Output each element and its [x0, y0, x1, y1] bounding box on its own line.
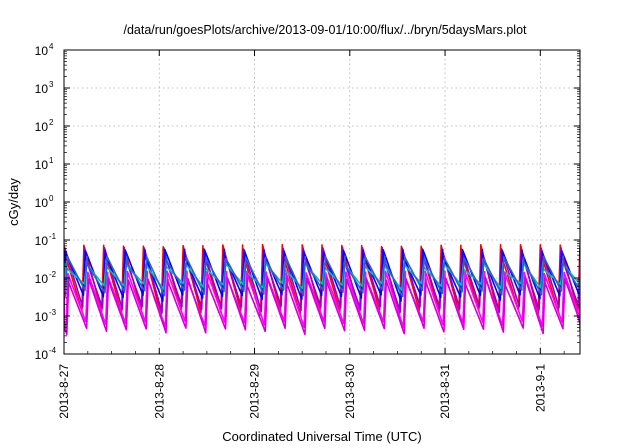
- y-tick-label: 10: [35, 82, 49, 96]
- y-tick-exponent: -1: [49, 232, 57, 241]
- chart-title: /data/run/goesPlots/archive/2013-09-01/1…: [123, 23, 527, 37]
- x-tick-label: 2013-9-1: [533, 364, 547, 412]
- x-tick-label: 2013-8-31: [438, 364, 452, 419]
- series-group: [64, 243, 580, 336]
- series-line: [64, 247, 580, 314]
- series-line: [64, 243, 580, 318]
- y-tick-exponent: 1: [49, 156, 54, 165]
- y-tick-label: 10: [35, 348, 49, 362]
- y-tick-label: 10: [35, 310, 49, 324]
- series-line: [64, 277, 580, 336]
- x-tick-label: 2013-8-29: [248, 364, 262, 419]
- y-tick-label: 10: [35, 234, 49, 248]
- series-line: [64, 270, 580, 329]
- y-tick-exponent: 0: [49, 194, 54, 203]
- y-tick-label: 10: [35, 272, 49, 286]
- y-tick-label: 10: [35, 44, 49, 58]
- series-line: [64, 255, 580, 298]
- y-tick-exponent: 2: [49, 118, 54, 127]
- y-tick-exponent: 4: [49, 42, 54, 51]
- x-axis-label: Coordinated Universal Time (UTC): [222, 429, 421, 444]
- x-tick-label: 2013-8-30: [343, 364, 357, 419]
- y-tick-label: 10: [35, 120, 49, 134]
- y-tick-exponent: -3: [49, 308, 57, 317]
- y-tick-label: 10: [35, 158, 49, 172]
- x-tick-label: 2013-8-28: [152, 364, 166, 419]
- y-tick-exponent: -2: [49, 270, 57, 279]
- y-axis-label: cGy/day: [6, 178, 21, 226]
- y-tick-label: 10: [35, 196, 49, 210]
- y-tick-exponent: -4: [49, 346, 57, 355]
- y-tick-exponent: 3: [49, 80, 54, 89]
- x-tick-label: 2013-8-27: [57, 364, 71, 419]
- x-axis: 2013-8-27 2013-8-28 2013-8-29 2013-8-30 2013…: [57, 50, 565, 419]
